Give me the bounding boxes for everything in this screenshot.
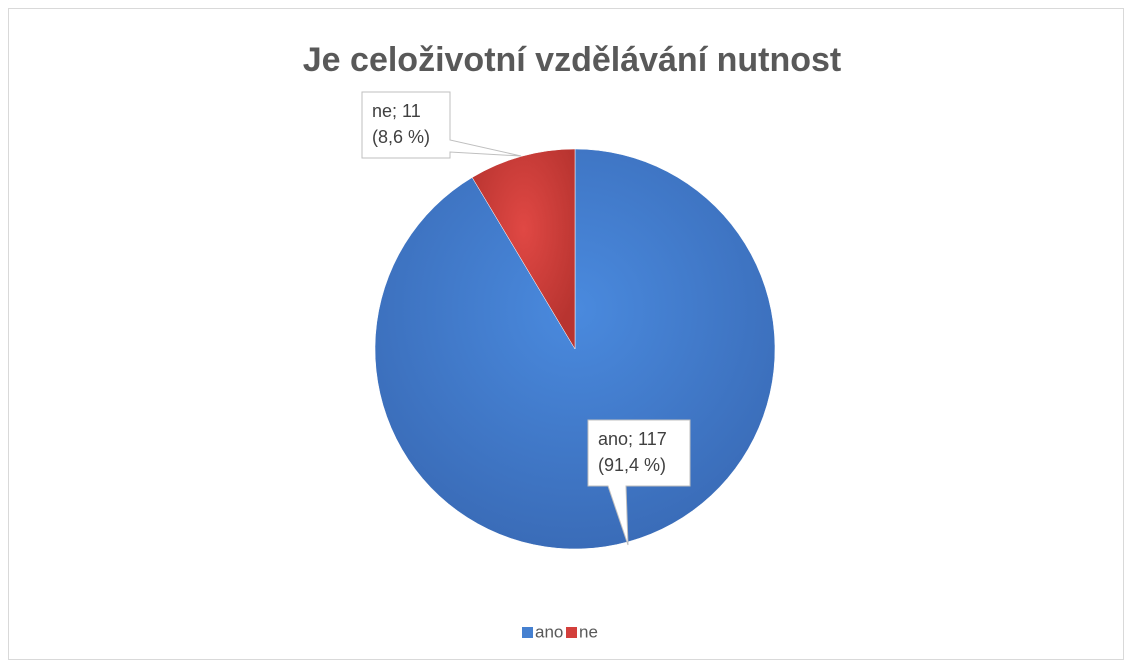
legend-swatch [522,627,533,638]
data-label: (8,6 %) [372,127,430,147]
data-label-callout [587,419,691,546]
data-label: ano; 117 [598,429,667,449]
legend-swatch [566,627,577,638]
pie-slice [471,148,576,350]
legend-label: ano [535,622,563,641]
data-label-callout [361,91,522,159]
data-label: (91,4 %) [598,455,666,475]
chart-title: Je celoživotní vzdělávání nutnost [303,41,841,79]
data-label: ne; 11 [372,101,421,121]
legend-label: ne [579,622,598,641]
